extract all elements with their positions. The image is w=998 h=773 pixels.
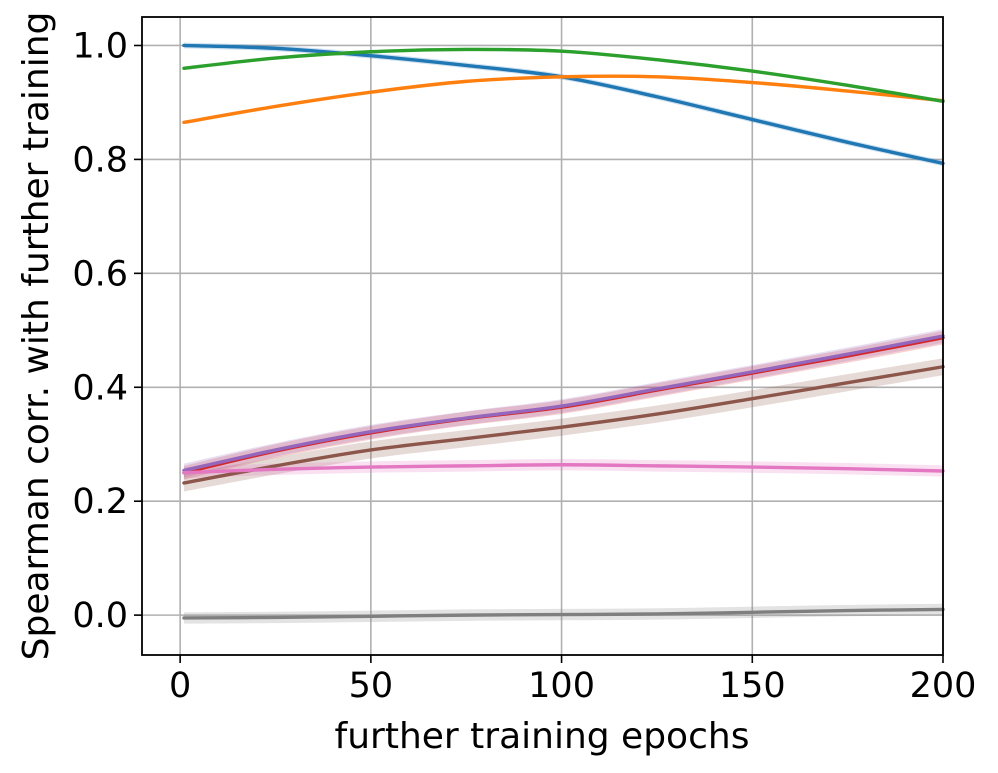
y-axis: 0.0 0.2 0.4 0.6 0.8 1.0	[72, 26, 142, 636]
grid	[142, 17, 944, 655]
series-7-band	[183, 459, 943, 479]
series-6-band	[183, 358, 943, 492]
series-2-line	[182, 74, 945, 125]
y-tick-label: 0.0	[72, 596, 128, 636]
x-tick-label: 0	[169, 666, 191, 706]
x-axis: 0 50 100 150 200	[169, 655, 976, 706]
x-tick-label: 50	[349, 666, 394, 706]
series-7-line	[182, 463, 945, 475]
y-tick-label: 1.0	[72, 26, 128, 66]
x-axis-label: further training epochs	[335, 716, 750, 757]
series-lines	[182, 43, 945, 620]
series-5-line	[182, 334, 945, 473]
series-8-line	[182, 607, 945, 620]
series-3-line	[182, 47, 945, 104]
x-tick-label: 150	[719, 666, 786, 706]
y-tick-label: 0.8	[72, 140, 128, 180]
x-tick-label: 100	[528, 666, 595, 706]
series-6-line	[182, 365, 945, 485]
y-axis-label: Spearman corr. with further training	[16, 12, 57, 661]
x-tick-label: 200	[910, 666, 977, 706]
y-tick-label: 0.4	[72, 368, 128, 408]
y-tick-label: 0.6	[72, 254, 128, 294]
y-tick-label: 0.2	[72, 482, 128, 522]
plot-frame	[141, 16, 944, 656]
series-5-band	[183, 329, 943, 478]
